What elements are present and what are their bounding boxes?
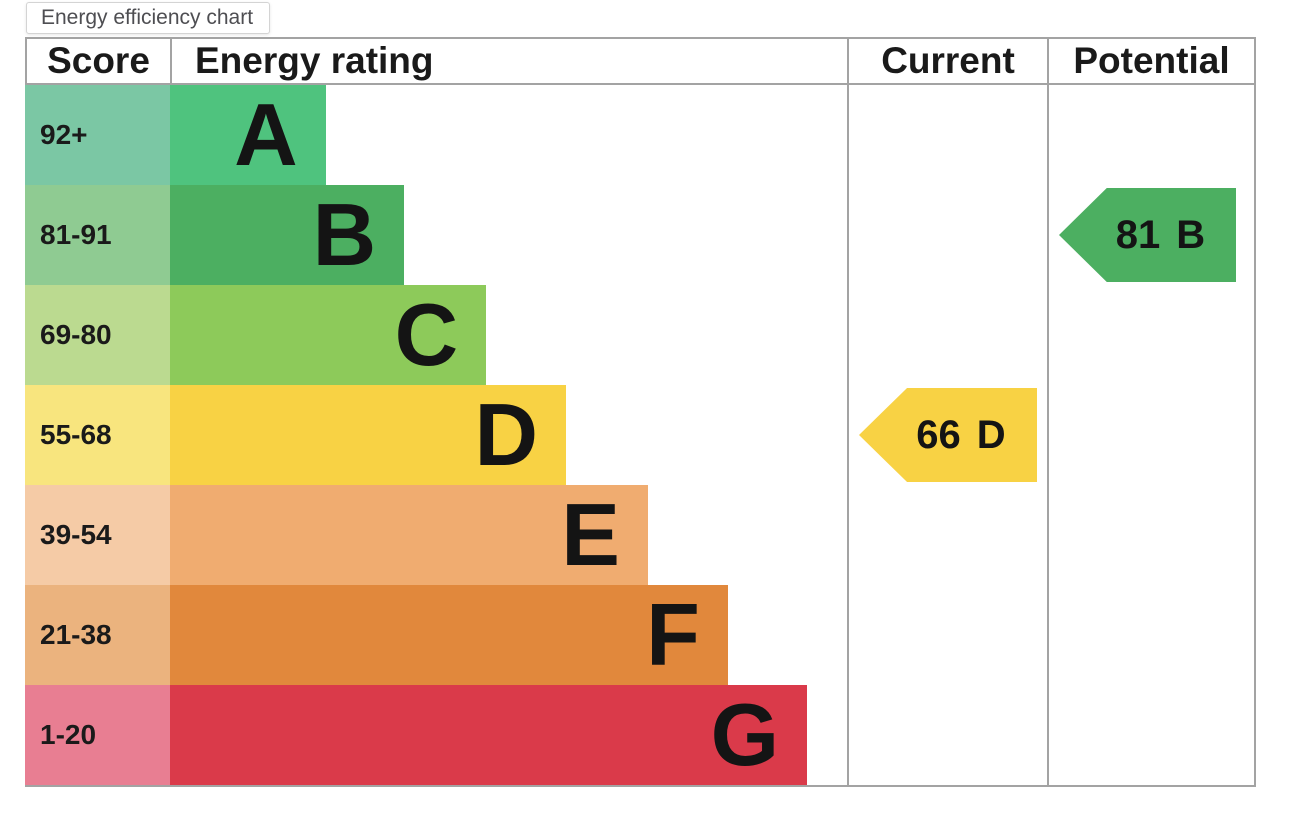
band-row-e: 39-54 E [25,485,1254,585]
band-bar-g: G [170,685,808,785]
rating-cell-f: F [170,585,847,685]
potential-cell-b: 81 B [1047,185,1254,285]
potential-cell-f [1047,585,1254,685]
rating-cell-a: A [170,85,847,185]
score-range-e: 39-54 [25,485,170,585]
potential-cell-c [1047,285,1254,385]
band-letter-c: C [394,285,459,384]
current-cell-f [847,585,1047,685]
band-letter-a: A [234,85,298,184]
current-cell-c [847,285,1047,385]
current-cell-d: 66 D [847,385,1047,485]
rating-cell-g: G [170,685,847,785]
band-row-d: 55-68 D 66 D [25,385,1254,485]
band-row-f: 21-38 F [25,585,1254,685]
score-range-g: 1-20 [25,685,170,785]
rating-cell-d: D [170,385,847,485]
rating-cell-e: E [170,485,847,585]
band-row-g: 1-20 G [25,685,1254,785]
current-cell-a [847,85,1047,185]
current-cell-e [847,485,1047,585]
potential-cell-d [1047,385,1254,485]
band-bar-f: F [170,585,728,685]
band-letter-f: F [646,585,700,684]
band-letter-d: D [474,385,539,484]
epc-table: Score Energy rating Current Potential 92… [25,37,1256,787]
band-letter-b: B [312,185,377,284]
score-range-b: 81-91 [25,185,170,285]
band-letter-g: G [710,685,780,784]
header-energy-rating: Energy rating [170,39,847,83]
band-row-c: 69-80 C [25,285,1254,385]
band-bar-c: C [170,285,487,385]
header-score: Score [47,40,150,81]
current-rating-arrow: 66 D [859,388,1037,482]
band-bar-a: A [170,85,326,185]
current-cell-g [847,685,1047,785]
band-row-b: 81-91 B 81 B [25,185,1254,285]
score-range-d: 55-68 [25,385,170,485]
potential-score: 81 [1115,212,1161,257]
score-range-f: 21-38 [25,585,170,685]
rating-cell-c: C [170,285,847,385]
chart-title-tab: Energy efficiency chart [26,2,271,34]
chart-title: Energy efficiency chart [41,6,254,29]
band-bar-b: B [170,185,405,285]
score-range-a: 92+ [25,85,170,185]
current-cell-b [847,185,1047,285]
rating-cell-b: B [170,185,847,285]
potential-rating-arrow: 81 B [1059,188,1236,282]
header-potential: Potential [1047,39,1254,83]
band-row-a: 92+ A [25,85,1254,185]
potential-cell-g [1047,685,1254,785]
current-band-letter: D [976,412,1006,457]
band-bar-d: D [170,385,567,485]
band-letter-e: E [561,485,620,584]
current-score: 66 [916,412,961,457]
band-bar-e: E [170,485,648,585]
score-range-c: 69-80 [25,285,170,385]
table-header-row: Score Energy rating Current Potential [25,39,1254,85]
header-current: Current [847,39,1047,83]
potential-band-letter: B [1176,212,1206,257]
potential-cell-e [1047,485,1254,585]
potential-cell-a [1047,85,1254,185]
